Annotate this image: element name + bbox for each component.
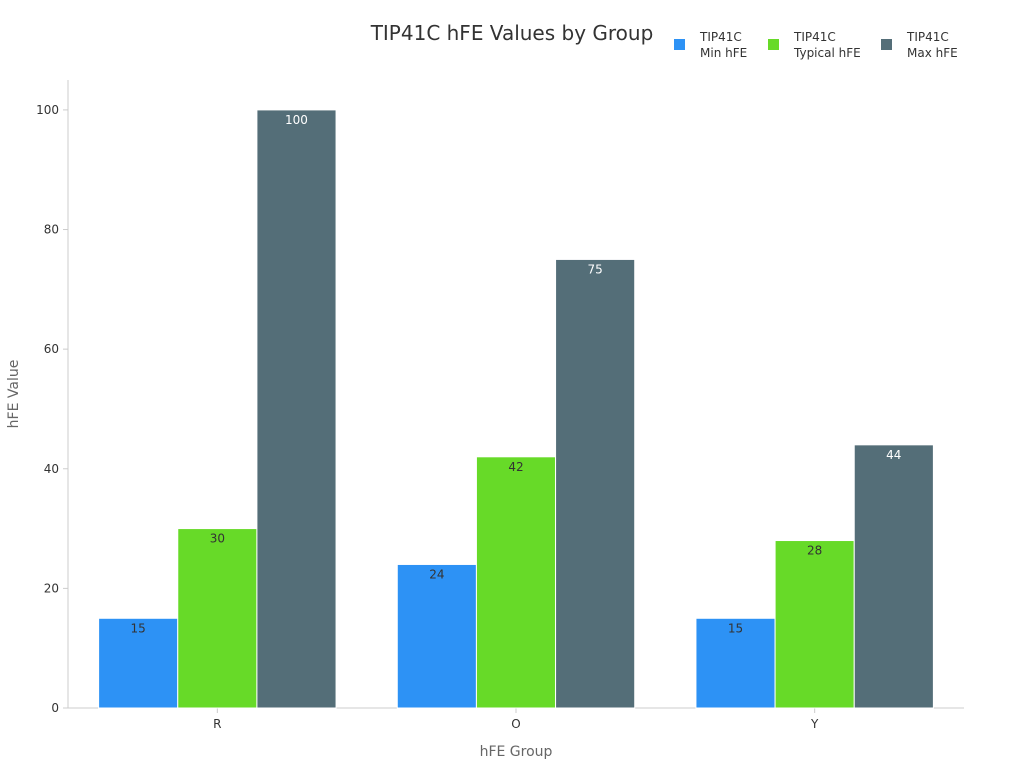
y-axis-title: hFE Value [6,360,22,429]
y-tick-label: 100 [36,103,59,117]
x-tick-label-y: Y [810,717,819,731]
bar-r-typical-hfe[interactable] [177,528,258,709]
legend-label-max-hfe-line2: Max hFE [907,46,958,60]
legend-label-typical-hfe-line1: TIP41C [793,30,836,44]
bars [98,109,934,709]
bar-data-label: 44 [886,448,901,462]
legend-label-typical-hfe-line2: Typical hFE [793,46,861,60]
y-tick-label: 80 [44,223,59,237]
legend-swatch-max-hfe [881,39,892,50]
legend-label-min-hfe-line1: TIP41C [699,30,742,44]
bar-o-max-hfe[interactable] [555,258,636,709]
bar-r-min-hfe[interactable] [98,617,179,709]
y-axis-ticks: 0 20 40 60 80 100 [36,103,68,715]
x-tick-label-r: R [213,717,221,731]
legend-item-max-hfe[interactable]: TIP41C Max hFE [881,30,958,60]
bar-data-label: 24 [429,567,444,581]
bar-data-label: 75 [588,262,603,276]
x-axis-title: hFE Group [480,744,553,760]
bar-data-label: 28 [807,544,822,558]
bar-y-min-hfe[interactable] [695,617,776,709]
legend: TIP41C Min hFE TIP41C Typical hFE TIP41C… [674,30,958,60]
y-tick-label: 40 [44,462,59,476]
x-tick-label-o: O [511,717,520,731]
y-tick-label: 0 [51,701,59,715]
bar-o-min-hfe[interactable] [396,563,477,709]
bar-data-label: 15 [728,621,743,635]
y-tick-label: 60 [44,342,59,356]
legend-label-min-hfe-line2: Min hFE [700,46,747,60]
legend-swatch-typical-hfe [768,39,779,50]
bar-y-max-hfe[interactable] [853,444,934,709]
bar-data-label: 15 [131,621,146,635]
legend-item-min-hfe[interactable]: TIP41C Min hFE [674,30,747,60]
y-tick-label: 20 [44,581,59,595]
bar-r-max-hfe[interactable] [256,109,337,709]
chart-title: TIP41C hFE Values by Group [370,21,654,45]
bar-data-label: 42 [508,460,523,474]
bar-o-typical-hfe[interactable] [475,456,557,709]
bar-labels: 15 30 100 24 42 75 15 28 44 [131,113,902,635]
legend-swatch-min-hfe [674,39,685,50]
bar-y-typical-hfe[interactable] [774,540,855,709]
legend-label-max-hfe-line1: TIP41C [906,30,949,44]
bar-data-label: 30 [210,532,225,546]
legend-item-typical-hfe[interactable]: TIP41C Typical hFE [768,30,861,60]
bar-data-label: 100 [285,113,308,127]
